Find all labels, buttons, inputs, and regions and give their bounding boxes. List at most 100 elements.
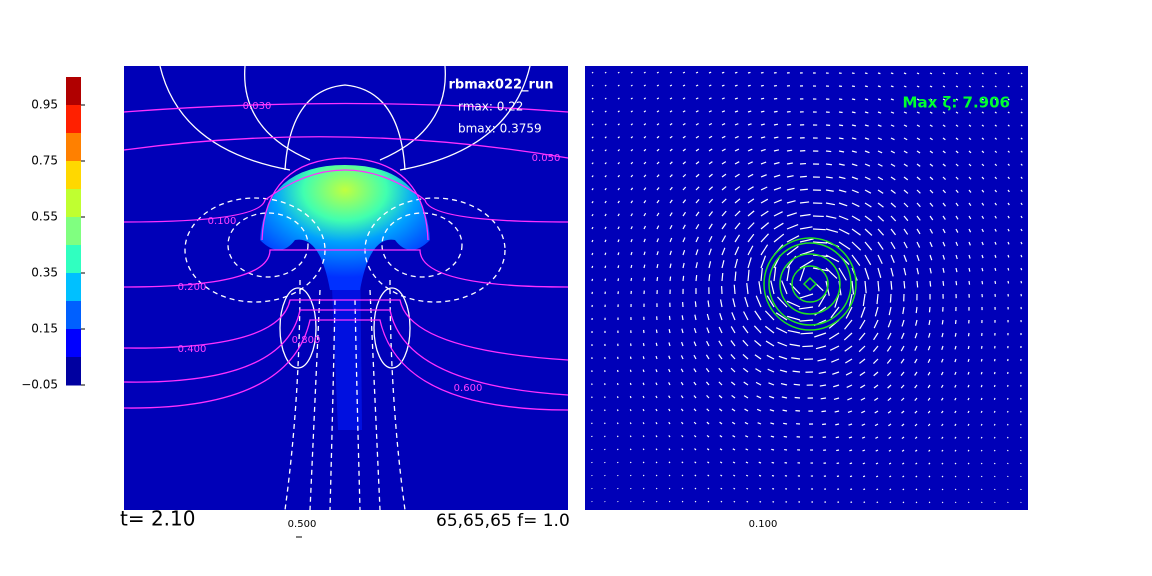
vector bbox=[681, 341, 684, 347]
vector bbox=[968, 72, 971, 75]
vector bbox=[877, 150, 883, 154]
vector bbox=[981, 228, 984, 233]
colorbar-segment bbox=[66, 189, 81, 218]
vector bbox=[1007, 228, 1010, 232]
vector bbox=[682, 135, 686, 139]
vector bbox=[786, 162, 793, 165]
vector bbox=[916, 98, 920, 101]
vector bbox=[873, 384, 879, 389]
right-panel: Max ζ: 7.906 bbox=[585, 66, 1028, 510]
vector bbox=[967, 384, 970, 388]
vector bbox=[825, 189, 834, 192]
vector bbox=[768, 382, 775, 386]
vector bbox=[681, 448, 684, 451]
vector bbox=[656, 110, 660, 113]
vector bbox=[929, 124, 933, 128]
vector bbox=[695, 186, 700, 191]
vector bbox=[838, 215, 849, 221]
vector bbox=[981, 137, 985, 140]
vector bbox=[708, 274, 711, 282]
vector bbox=[901, 449, 905, 452]
colorbar-segment bbox=[66, 329, 81, 358]
vector bbox=[994, 202, 997, 206]
vector bbox=[720, 487, 723, 490]
vector bbox=[744, 296, 749, 308]
vector bbox=[745, 461, 749, 464]
vector bbox=[967, 462, 970, 465]
vector bbox=[707, 500, 710, 503]
vector bbox=[887, 397, 892, 402]
vector bbox=[993, 423, 996, 426]
vector bbox=[890, 176, 896, 181]
vector bbox=[630, 97, 633, 100]
vector bbox=[887, 332, 892, 340]
vector bbox=[682, 275, 685, 282]
vector bbox=[851, 254, 861, 266]
vector bbox=[864, 280, 867, 294]
vector bbox=[721, 71, 725, 74]
vector bbox=[668, 461, 671, 464]
vector bbox=[721, 148, 726, 152]
vector bbox=[829, 345, 840, 351]
vector bbox=[861, 436, 866, 439]
vector bbox=[955, 163, 959, 167]
vector bbox=[668, 329, 671, 334]
vector bbox=[851, 98, 856, 101]
vector bbox=[864, 111, 869, 114]
vector bbox=[1007, 111, 1010, 114]
vector bbox=[695, 84, 699, 87]
vector bbox=[838, 150, 845, 153]
vector bbox=[873, 319, 879, 329]
vector bbox=[1007, 176, 1010, 180]
vector bbox=[771, 448, 775, 451]
vector bbox=[760, 84, 764, 87]
vector bbox=[732, 448, 736, 451]
vector bbox=[792, 370, 801, 373]
vector bbox=[941, 345, 944, 350]
vector bbox=[916, 124, 921, 128]
vector bbox=[668, 474, 671, 477]
vector bbox=[929, 163, 934, 167]
vector bbox=[695, 161, 700, 165]
vector bbox=[781, 280, 788, 295]
vector bbox=[902, 475, 905, 478]
vector bbox=[890, 228, 896, 236]
vector bbox=[941, 449, 944, 452]
vector bbox=[721, 235, 727, 243]
vector bbox=[708, 97, 712, 100]
vector bbox=[629, 448, 632, 451]
vector bbox=[981, 124, 985, 127]
vector bbox=[890, 111, 895, 114]
vector bbox=[693, 421, 697, 425]
vector bbox=[877, 111, 882, 114]
vector bbox=[890, 267, 894, 277]
vector bbox=[681, 328, 684, 334]
vector bbox=[1007, 254, 1010, 258]
vector bbox=[903, 85, 907, 88]
vector bbox=[812, 228, 826, 231]
vector bbox=[968, 111, 972, 114]
vector bbox=[916, 202, 921, 208]
vector bbox=[928, 436, 931, 440]
vector bbox=[719, 434, 723, 438]
vector bbox=[642, 435, 645, 438]
vector bbox=[734, 97, 738, 100]
vector bbox=[656, 212, 660, 217]
vector bbox=[591, 84, 594, 87]
vector bbox=[629, 474, 632, 477]
vector bbox=[832, 371, 840, 375]
vector bbox=[888, 306, 892, 316]
vector bbox=[760, 267, 763, 282]
vector bbox=[617, 110, 620, 113]
vector bbox=[642, 382, 645, 386]
vector bbox=[849, 449, 853, 452]
vector bbox=[708, 198, 714, 204]
vector bbox=[693, 408, 697, 412]
vector bbox=[981, 111, 985, 114]
vector bbox=[799, 175, 807, 178]
vector bbox=[825, 202, 836, 206]
vector bbox=[916, 72, 920, 75]
vector bbox=[928, 462, 931, 465]
vector bbox=[642, 422, 645, 425]
vector bbox=[981, 98, 984, 101]
